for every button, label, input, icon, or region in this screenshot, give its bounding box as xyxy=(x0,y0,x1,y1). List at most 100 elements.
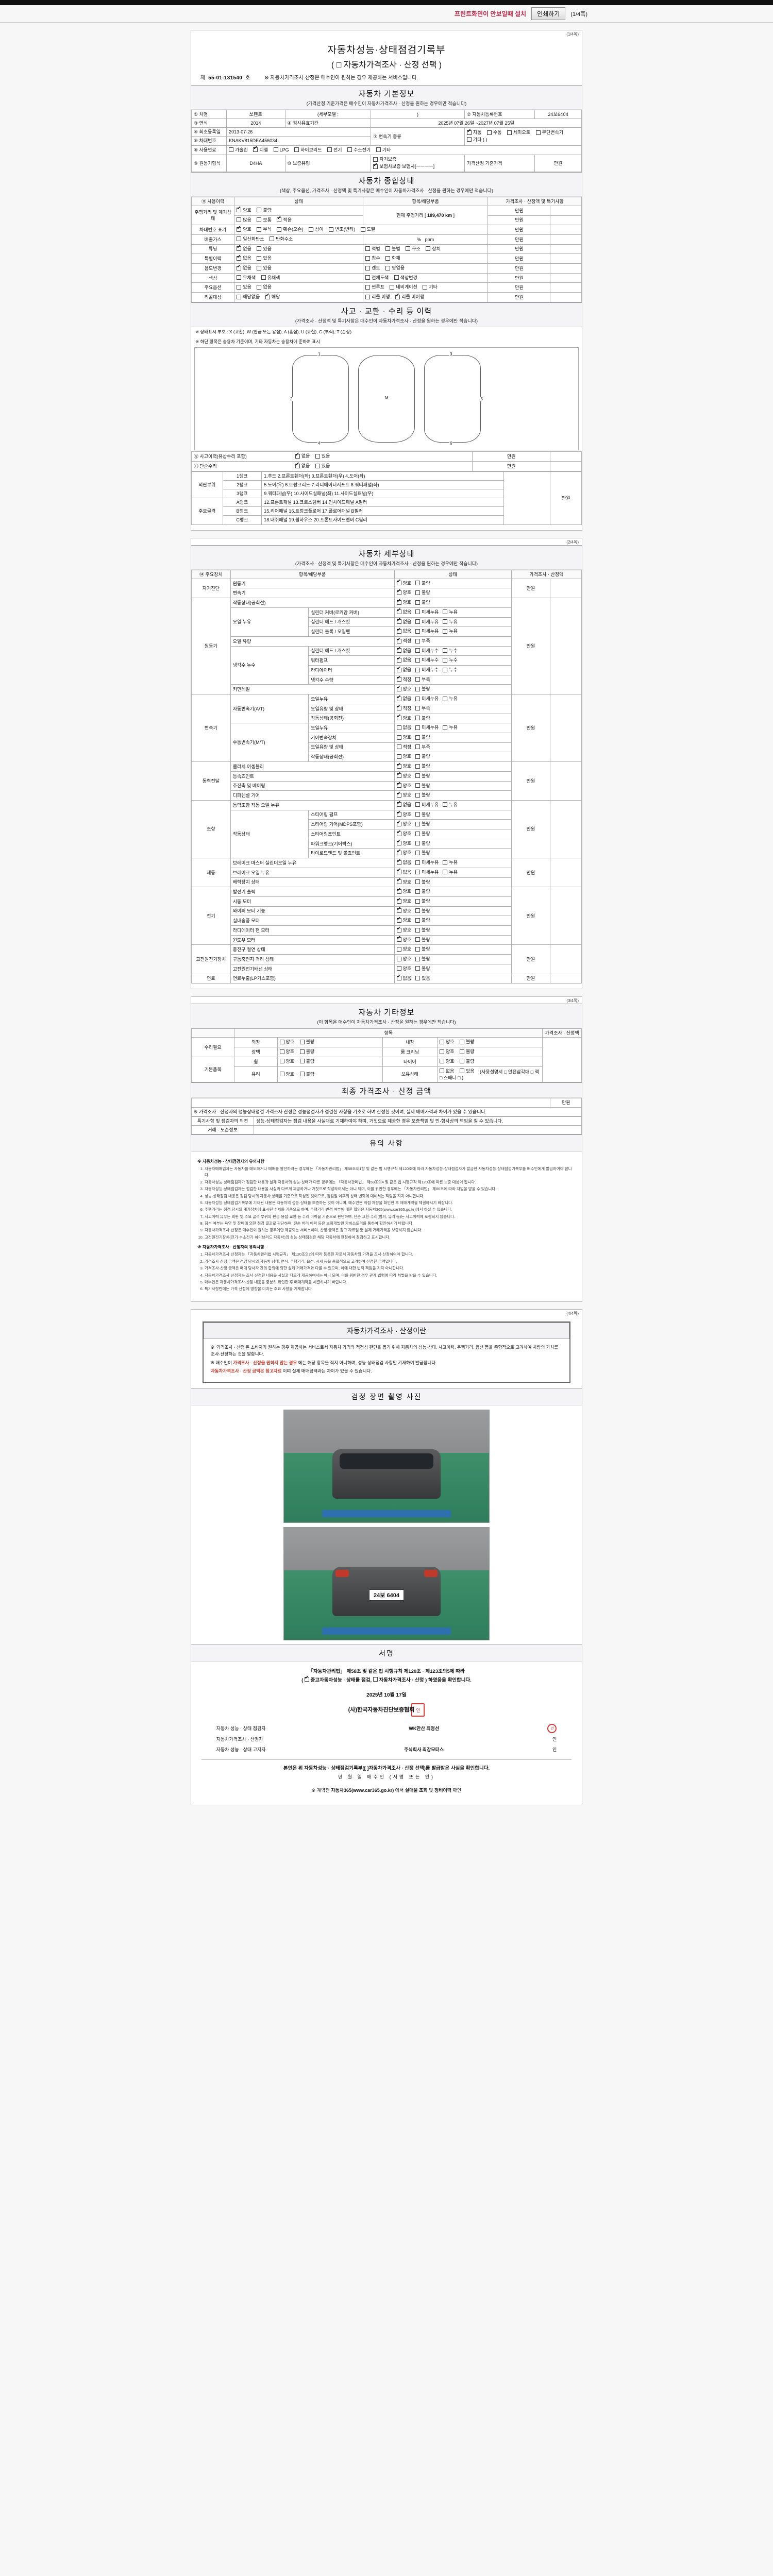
checkbox-양호[interactable]: 양호 xyxy=(396,782,411,789)
checkbox-불량[interactable]: 불량 xyxy=(415,965,430,972)
checkbox-불량[interactable]: 불량 xyxy=(415,734,430,740)
checkbox-navigation[interactable]: 네비게이션 xyxy=(390,284,417,290)
checkbox-미세누유[interactable]: 미세누유 xyxy=(415,869,439,875)
checkbox-special-yes[interactable]: 있음 xyxy=(257,255,272,261)
checkbox-적정[interactable]: 적정 xyxy=(396,744,411,750)
checkbox-부족[interactable]: 부족 xyxy=(415,705,430,711)
checkbox-불량[interactable]: 불량 xyxy=(415,879,430,885)
checkbox-없음[interactable]: 없음 xyxy=(396,724,411,731)
checkbox-없음[interactable]: 없음 xyxy=(396,618,411,625)
checkbox-양호[interactable]: 양호 xyxy=(396,936,411,943)
checkbox-tuning-structure[interactable]: 구조 xyxy=(406,246,421,252)
checkbox-미세누유[interactable]: 미세누유 xyxy=(415,802,439,808)
checkbox-mileage-many[interactable]: 많음 xyxy=(237,217,251,223)
checkbox-tire-bad[interactable]: 불량 xyxy=(459,1058,475,1064)
checkbox-양호[interactable]: 양호 xyxy=(396,897,411,904)
checkbox-tuning-device[interactable]: 장치 xyxy=(426,246,441,252)
checkbox-불량[interactable]: 불량 xyxy=(415,898,430,904)
checkbox-양호[interactable]: 양호 xyxy=(396,685,411,692)
checkbox-co[interactable]: 일산화탄소 xyxy=(237,236,264,242)
checkbox-gasoline[interactable]: 가솔린 xyxy=(229,147,248,153)
checkbox-tuning-legal[interactable]: 적법 xyxy=(365,246,380,252)
checkbox-누유[interactable]: 누유 xyxy=(443,869,458,875)
print-button[interactable]: 인쇄하기 xyxy=(531,7,566,20)
checkbox-양호[interactable]: 양호 xyxy=(396,762,411,769)
checkbox-양호[interactable]: 양호 xyxy=(396,734,411,740)
checkbox-있음[interactable]: 있음 xyxy=(415,975,430,981)
checkbox-hc[interactable]: 탄화수소 xyxy=(270,236,293,242)
checkbox-양호[interactable]: 양호 xyxy=(396,830,411,837)
checkbox-양호[interactable]: 양호 xyxy=(396,791,411,798)
checkbox-semiauto[interactable]: 세미오토 xyxy=(507,129,530,135)
checkbox-hydrogen[interactable]: 수소전기 xyxy=(347,147,371,153)
checkbox-fuel-other[interactable]: 기타 xyxy=(376,147,391,153)
checkbox-불량[interactable]: 불량 xyxy=(415,840,430,846)
checkbox-양호[interactable]: 양호 xyxy=(396,589,411,596)
checkbox-누수[interactable]: 누수 xyxy=(443,657,458,663)
checkbox-불량[interactable]: 불량 xyxy=(415,917,430,923)
checkbox-없음[interactable]: 없음 xyxy=(396,608,411,615)
checkbox-cvt[interactable]: 무단변속기 xyxy=(535,129,563,135)
checkbox-options-yes[interactable]: 있음 xyxy=(237,284,251,290)
checkbox-부족[interactable]: 부족 xyxy=(415,676,430,683)
checkbox-양호[interactable]: 양호 xyxy=(396,888,411,894)
checkbox-exterior-good[interactable]: 양호 xyxy=(279,1039,294,1045)
checkbox-flood[interactable]: 침수 xyxy=(365,255,380,261)
checkbox-exterior-bad[interactable]: 불량 xyxy=(299,1039,314,1045)
checkbox-불량[interactable]: 불량 xyxy=(415,599,430,605)
checkbox-electric[interactable]: 전기 xyxy=(327,147,342,153)
checkbox-불량[interactable]: 불량 xyxy=(415,753,430,759)
checkbox-recall-undone[interactable]: 리콜 미이행 xyxy=(395,293,424,300)
checkbox-diesel[interactable]: 디젤 xyxy=(253,146,268,153)
checkbox-options-no[interactable]: 없음 xyxy=(257,284,272,290)
checkbox-불량[interactable]: 불량 xyxy=(415,831,430,837)
checkbox-accident-yes[interactable]: 있음 xyxy=(315,453,330,459)
checkbox-vin-erased[interactable]: 도말 xyxy=(360,226,375,232)
checkbox-양호[interactable]: 양호 xyxy=(396,753,411,759)
checkbox-양호[interactable]: 양호 xyxy=(396,926,411,933)
checkbox-simple-yes[interactable]: 있음 xyxy=(315,463,330,469)
checkbox-wheel-bad[interactable]: 불량 xyxy=(299,1058,314,1064)
checkbox-양호[interactable]: 양호 xyxy=(396,714,411,721)
checkbox-누유[interactable]: 누유 xyxy=(443,696,458,702)
checkbox-불량[interactable]: 불량 xyxy=(415,927,430,933)
checkbox-적정[interactable]: 적정 xyxy=(396,637,411,644)
checkbox-부족[interactable]: 부족 xyxy=(415,638,430,644)
checkbox-없음[interactable]: 없음 xyxy=(396,695,411,702)
checkbox-wheel-good[interactable]: 양호 xyxy=(279,1058,294,1064)
checkbox-불량[interactable]: 불량 xyxy=(415,773,430,779)
checkbox-tuning-illegal[interactable]: 불법 xyxy=(385,246,400,252)
checkbox-양호[interactable]: 양호 xyxy=(396,849,411,856)
checkbox-양호[interactable]: 양호 xyxy=(396,810,411,818)
checkbox-special-none[interactable]: 없음 xyxy=(237,255,251,261)
checkbox-room-good[interactable]: 양호 xyxy=(439,1048,454,1055)
checkbox-없음[interactable]: 없음 xyxy=(396,656,411,663)
checkbox-possession-yes[interactable]: 있음 xyxy=(459,1068,475,1074)
checkbox-불량[interactable]: 불량 xyxy=(415,908,430,914)
checkbox-불량[interactable]: 불량 xyxy=(415,888,430,894)
checkbox-불량[interactable]: 불량 xyxy=(415,763,430,769)
checkbox-self-warranty[interactable]: 자기보증 xyxy=(373,156,396,162)
checkbox-없음[interactable]: 없음 xyxy=(396,647,411,654)
checkbox-누유[interactable]: 누유 xyxy=(443,724,458,731)
checkbox-불량[interactable]: 불량 xyxy=(415,580,430,586)
checkbox-auto[interactable]: 자동 xyxy=(466,129,481,135)
checkbox-불량[interactable]: 불량 xyxy=(415,946,430,952)
checkbox-불량[interactable]: 불량 xyxy=(415,686,430,692)
checkbox-양호[interactable]: 양호 xyxy=(396,820,411,827)
checkbox-vin-damage[interactable]: 훼손(오손) xyxy=(277,226,304,232)
checkbox-미세누유[interactable]: 미세누유 xyxy=(415,859,439,866)
checkbox-glass-good[interactable]: 양호 xyxy=(279,1071,294,1077)
checkbox-usechange-yes[interactable]: 있음 xyxy=(257,265,272,271)
checkbox-누유[interactable]: 누유 xyxy=(443,802,458,808)
checkbox-누유[interactable]: 누유 xyxy=(443,619,458,625)
checkbox-양호[interactable]: 양호 xyxy=(396,579,411,586)
checkbox-적정[interactable]: 적정 xyxy=(396,675,411,683)
checkbox-interior-bad[interactable]: 불량 xyxy=(459,1039,475,1045)
checkbox-미세누유[interactable]: 미세누유 xyxy=(415,619,439,625)
checkbox-불량[interactable]: 불량 xyxy=(415,783,430,789)
checkbox-미세누유[interactable]: 미세누유 xyxy=(415,609,439,615)
checkbox-interior-good[interactable]: 양호 xyxy=(439,1039,454,1045)
checkbox-불량[interactable]: 불량 xyxy=(415,589,430,596)
checkbox-hybrid[interactable]: 하이브리드 xyxy=(294,147,322,153)
